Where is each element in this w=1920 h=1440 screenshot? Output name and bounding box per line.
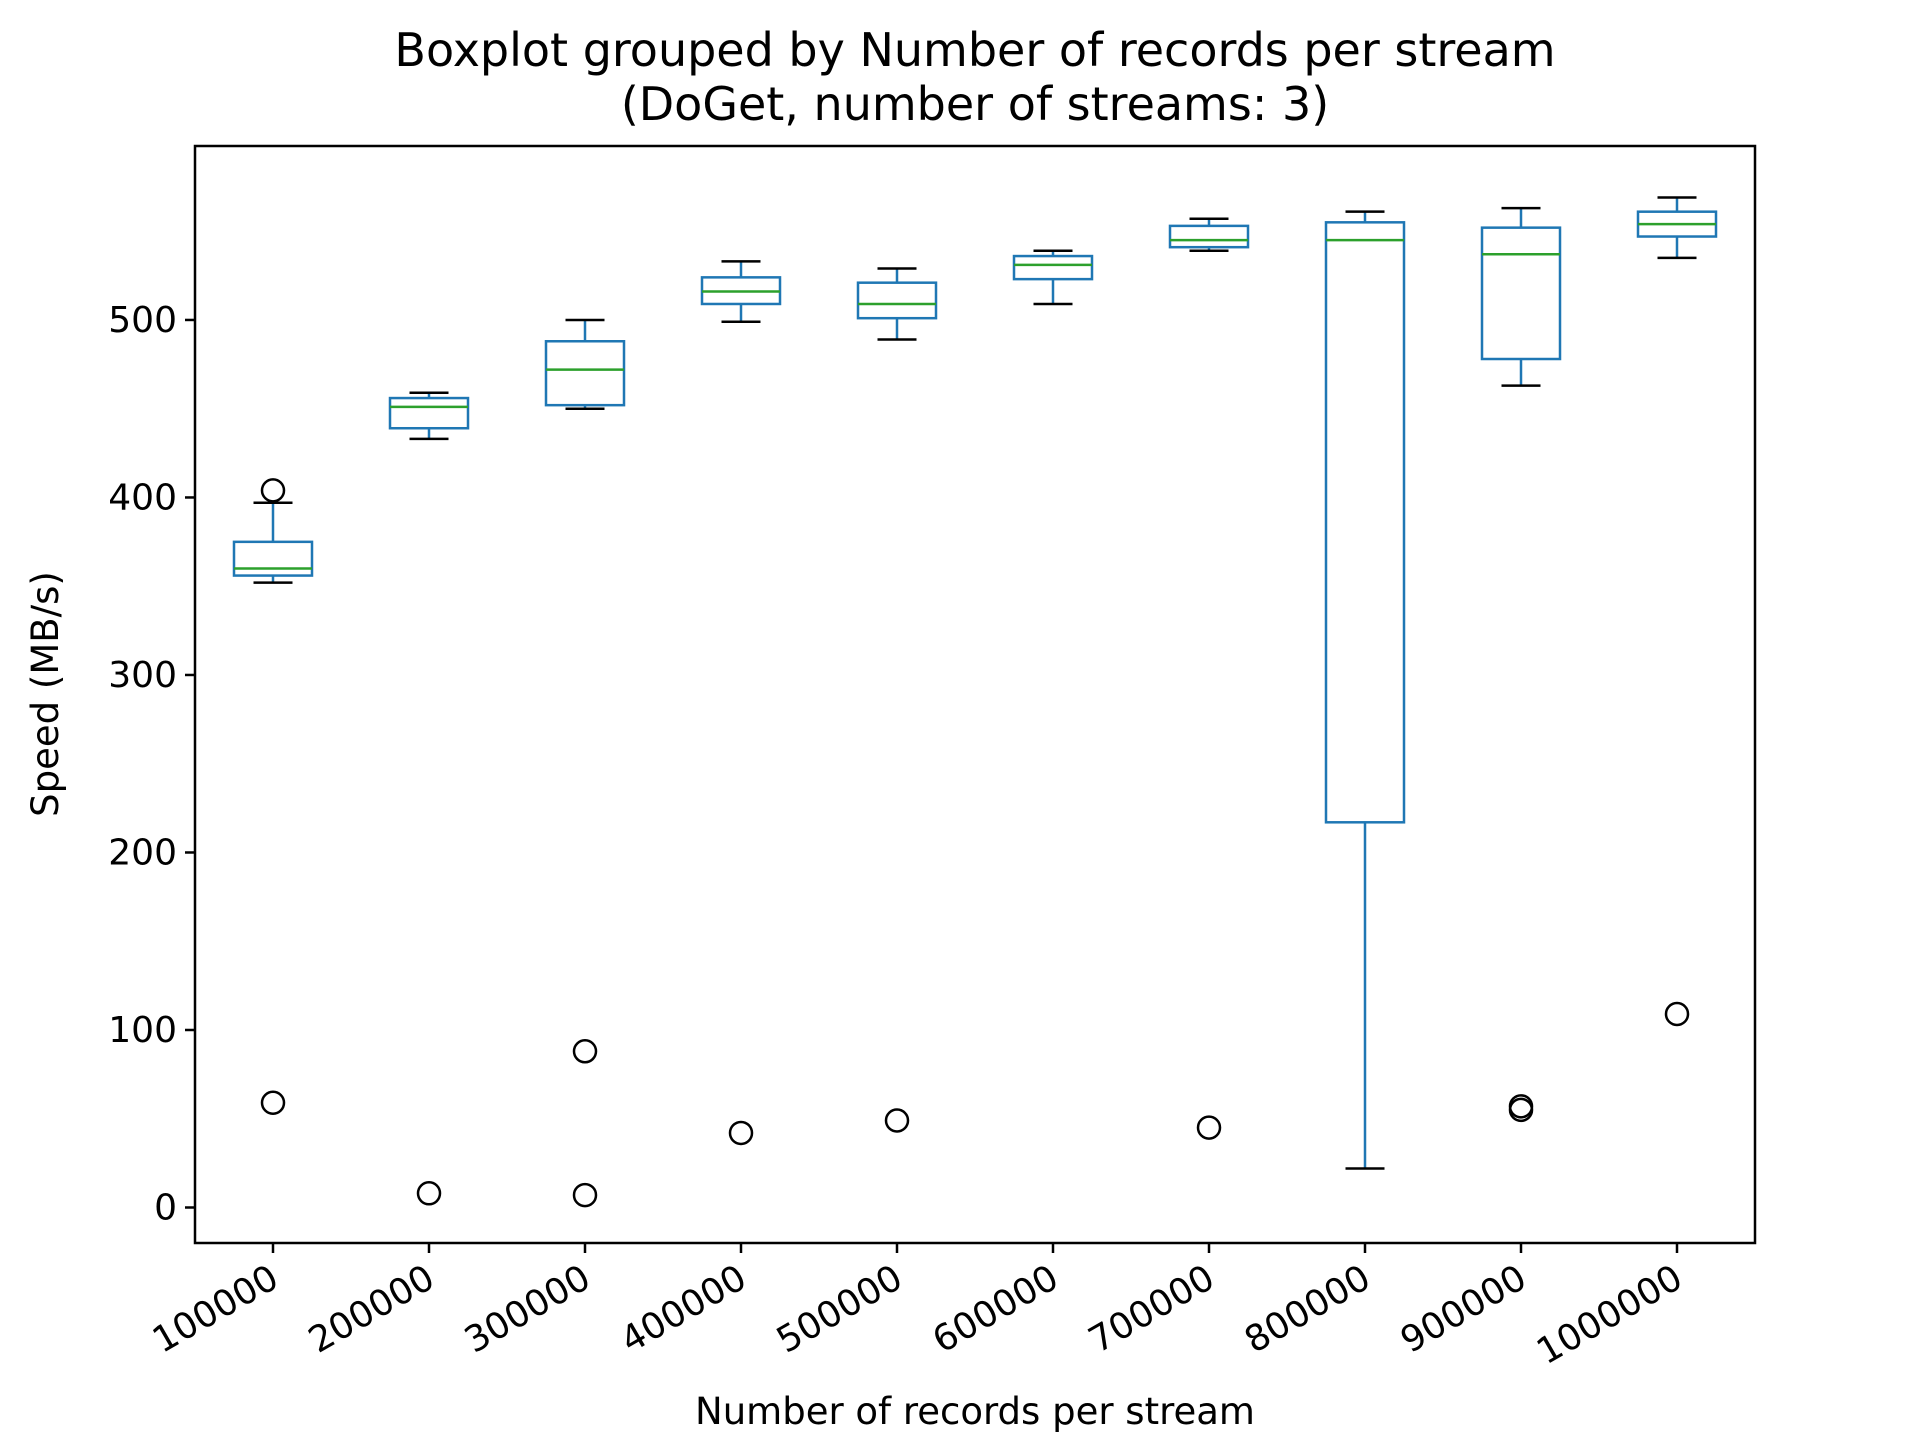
box <box>1480 226 1562 361</box>
chart-subtitle: (DoGet, number of streams: 3) <box>621 77 1329 131</box>
box <box>1168 224 1250 249</box>
plot-area: 0 100 200 300 400 500 100000 200000 300000 400000… <box>108 196 1718 1373</box>
y-tick-label: 100 <box>108 1010 177 1051</box>
x-tick-label: 200000 <box>302 1257 442 1361</box>
y-tick-label: 300 <box>108 655 177 696</box>
x-tick-label: 300000 <box>458 1257 598 1361</box>
y-tick-label: 0 <box>154 1187 177 1228</box>
box <box>388 396 470 430</box>
outlier-point <box>1508 1097 1534 1123</box>
x-tick-label: 700000 <box>1082 1257 1222 1361</box>
x-axis-label: Number of records per stream <box>695 1390 1255 1433</box>
plot-frame <box>193 144 1757 1245</box>
outlier-point <box>572 1182 598 1208</box>
x-tick-label: 100000 <box>146 1257 286 1361</box>
outlier-point <box>572 1039 598 1064</box>
x-tick-label: 900000 <box>1394 1257 1534 1361</box>
outlier-point <box>884 1108 910 1133</box>
x-tick-label: 600000 <box>926 1257 1066 1361</box>
x-tick-label: 500000 <box>770 1257 910 1361</box>
y-axis-label: Speed (MB/s) <box>24 571 67 817</box>
y-tick-label: 500 <box>108 300 177 341</box>
box <box>232 540 314 577</box>
box <box>1324 221 1406 824</box>
x-tick-label: 400000 <box>614 1257 754 1361</box>
x-tick-label: 1000000 <box>1530 1257 1689 1373</box>
outlier-point <box>260 478 286 503</box>
box <box>1012 254 1094 281</box>
y-tick-label: 200 <box>108 832 177 873</box>
x-tick-label: 800000 <box>1238 1257 1378 1361</box>
outlier-point <box>260 1090 286 1116</box>
box <box>544 340 626 407</box>
y-tick-label: 400 <box>108 477 177 518</box>
outlier-point <box>1196 1115 1222 1140</box>
box <box>856 281 938 320</box>
outlier-point <box>416 1181 442 1206</box>
outlier-point <box>728 1120 754 1146</box>
outlier-point <box>1664 1001 1690 1027</box>
chart-title: Boxplot grouped by Number of records per… <box>394 23 1555 77</box>
